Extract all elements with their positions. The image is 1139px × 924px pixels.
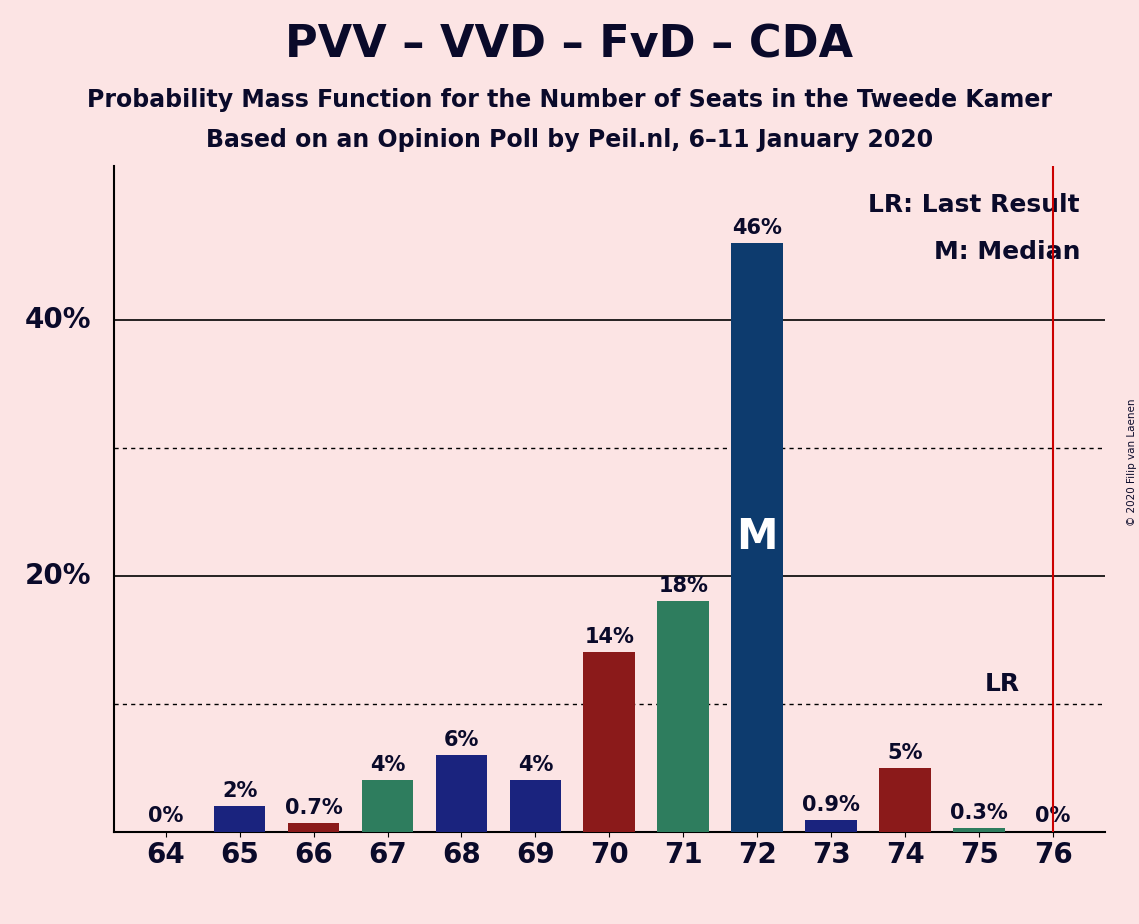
Text: 14%: 14% [584,627,634,648]
Text: Probability Mass Function for the Number of Seats in the Tweede Kamer: Probability Mass Function for the Number… [87,88,1052,112]
Text: 4%: 4% [370,755,405,775]
Bar [362,781,413,832]
Bar [805,821,858,832]
Text: LR: LR [984,673,1019,697]
Text: 0%: 0% [148,807,183,826]
Text: 20%: 20% [25,562,92,590]
Text: 40%: 40% [25,306,92,334]
Text: 2%: 2% [222,781,257,801]
Text: 0.7%: 0.7% [285,797,343,818]
Text: 46%: 46% [732,218,782,238]
Text: 0.9%: 0.9% [802,795,860,815]
Bar [953,828,1005,832]
Bar [879,768,931,832]
Text: 4%: 4% [518,755,554,775]
Text: M: M [737,517,778,558]
Text: LR: Last Result: LR: Last Result [868,193,1080,217]
Bar [509,781,562,832]
Text: © 2020 Filip van Laenen: © 2020 Filip van Laenen [1126,398,1137,526]
Text: PVV – VVD – FvD – CDA: PVV – VVD – FvD – CDA [286,23,853,67]
Text: 6%: 6% [444,730,480,749]
Bar [214,806,265,832]
Text: Based on an Opinion Poll by Peil.nl, 6–11 January 2020: Based on an Opinion Poll by Peil.nl, 6–1… [206,128,933,152]
Text: M: Median: M: Median [934,239,1080,263]
Text: 0.3%: 0.3% [950,803,1008,822]
Bar [583,652,636,832]
Bar [435,755,487,832]
Bar [657,602,710,832]
Bar [731,243,784,832]
Text: 18%: 18% [658,577,708,596]
Text: 0%: 0% [1035,807,1071,826]
Text: 5%: 5% [887,743,923,762]
Bar [288,822,339,832]
